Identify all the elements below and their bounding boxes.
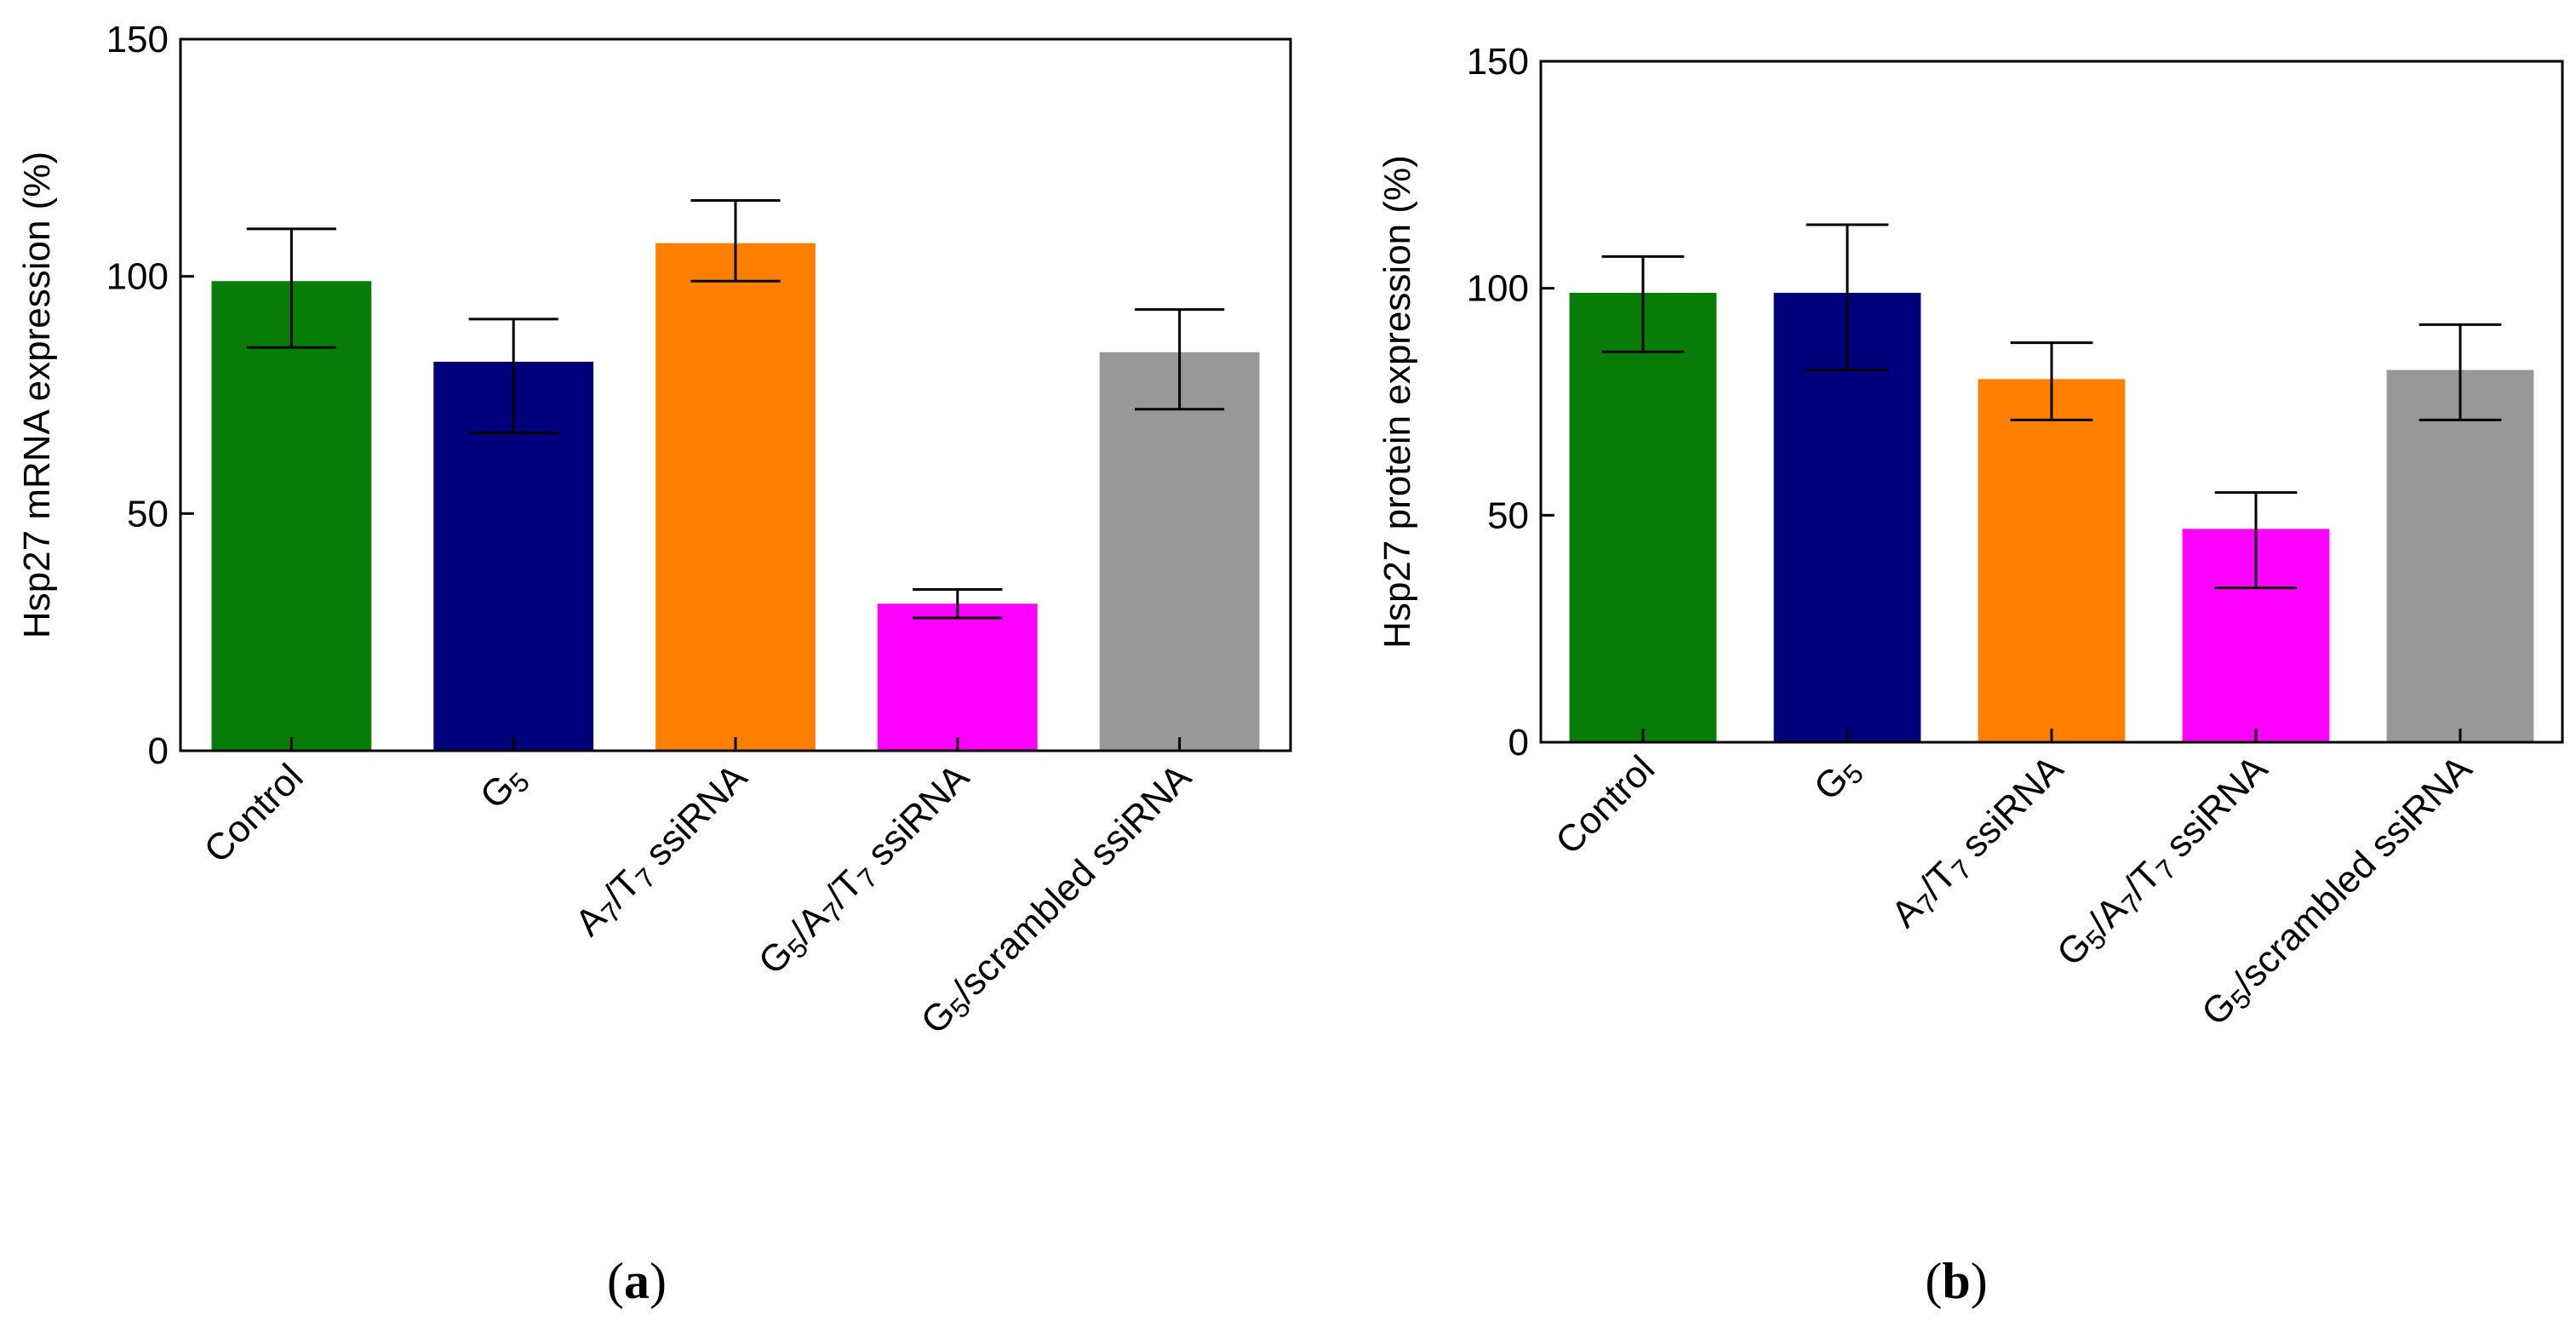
x-category-label-2: A7/T7 ssiRNA <box>567 756 758 947</box>
x-category-label-2: A7/T7 ssiRNA <box>1883 747 2074 938</box>
y-tick-label-3: 150 <box>106 19 169 60</box>
y-tick-label-3: 150 <box>1467 41 1529 83</box>
x-category-label-0: Control <box>1548 747 1663 862</box>
bar-3 <box>877 603 1038 751</box>
bar-4 <box>2386 369 2534 742</box>
error-bar-4 <box>1135 308 1225 411</box>
y-tick-label-2: 100 <box>106 256 169 298</box>
x-category-label-1: G5 <box>1806 747 1869 810</box>
bar-4 <box>1099 352 1260 751</box>
error-bar-1 <box>1806 223 1889 372</box>
y-axis-label: Hsp27 protein expression (%) <box>1377 155 1418 649</box>
x-category-label-0: Control <box>197 756 312 871</box>
error-bar-4 <box>2419 323 2502 421</box>
error-bar-2 <box>2010 341 2093 421</box>
panel-label: (a) <box>607 1253 667 1309</box>
chart-panel-a: 0 50 100 150 Hsp27 mRNA expression (%) Contro… <box>16 19 1292 1309</box>
x-category-label-3: G5/A7/T7 ssiRNA <box>2049 747 2278 976</box>
error-bar-0 <box>246 227 336 349</box>
y-tick-label-1: 50 <box>127 493 169 535</box>
bar-2 <box>1978 379 2126 742</box>
bar-0 <box>211 281 372 751</box>
chart-panel-b: 0 50 100 150 Hsp27 protein expression (%) Con… <box>1377 41 2564 1309</box>
y-tick-label-1: 50 <box>1487 495 1529 536</box>
x-category-label-1: G5 <box>472 756 535 819</box>
y-axis-label: Hsp27 mRNA expression (%) <box>16 152 58 638</box>
error-bar-3 <box>2214 491 2298 590</box>
error-bar-2 <box>690 198 781 283</box>
error-bar-3 <box>913 588 1003 620</box>
x-category-label-3: G5/A7/T7 ssiRNA <box>751 756 980 985</box>
y-tick-label-2: 100 <box>1467 268 1529 310</box>
y-tick-label-0: 0 <box>1508 722 1529 764</box>
error-bar-0 <box>1601 255 1685 353</box>
bar-2 <box>655 243 816 751</box>
error-bar-1 <box>468 317 558 435</box>
panel-label: (b) <box>1925 1253 1987 1309</box>
y-tick-label-0: 0 <box>148 730 169 772</box>
bar-0 <box>1569 293 1717 742</box>
